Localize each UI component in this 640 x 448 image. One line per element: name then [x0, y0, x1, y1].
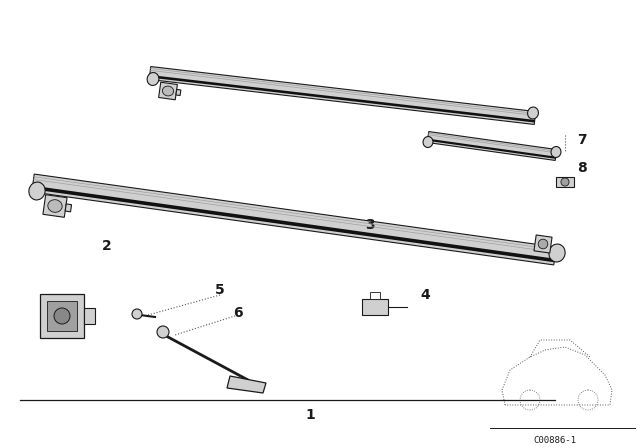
- Text: 5: 5: [215, 283, 225, 297]
- Polygon shape: [84, 308, 95, 324]
- Polygon shape: [534, 235, 552, 253]
- Polygon shape: [32, 185, 555, 262]
- Polygon shape: [65, 204, 72, 212]
- Polygon shape: [159, 82, 177, 100]
- Circle shape: [561, 178, 569, 186]
- Polygon shape: [40, 294, 84, 338]
- Ellipse shape: [551, 146, 561, 158]
- Text: C00886-1: C00886-1: [534, 435, 577, 444]
- Text: 8: 8: [577, 161, 587, 175]
- Polygon shape: [150, 75, 535, 122]
- Ellipse shape: [29, 182, 45, 200]
- Polygon shape: [428, 138, 556, 159]
- Text: 1: 1: [305, 408, 315, 422]
- Polygon shape: [370, 292, 380, 299]
- Text: 7: 7: [577, 133, 587, 147]
- Polygon shape: [428, 132, 557, 160]
- Polygon shape: [227, 376, 266, 393]
- Circle shape: [54, 308, 70, 324]
- Ellipse shape: [163, 86, 173, 96]
- Ellipse shape: [527, 107, 538, 119]
- Polygon shape: [43, 195, 67, 217]
- Text: 6: 6: [233, 306, 243, 320]
- Ellipse shape: [549, 244, 565, 262]
- Circle shape: [157, 326, 169, 338]
- Polygon shape: [47, 301, 77, 332]
- Polygon shape: [556, 177, 574, 187]
- Ellipse shape: [538, 239, 548, 249]
- Polygon shape: [149, 67, 536, 125]
- Text: 4: 4: [420, 288, 429, 302]
- Ellipse shape: [147, 73, 159, 86]
- Polygon shape: [32, 174, 556, 265]
- Ellipse shape: [423, 137, 433, 147]
- Ellipse shape: [48, 200, 62, 212]
- Circle shape: [132, 309, 142, 319]
- Polygon shape: [176, 90, 181, 95]
- Polygon shape: [362, 299, 388, 315]
- Text: 3: 3: [365, 218, 375, 232]
- Text: 2: 2: [102, 239, 112, 253]
